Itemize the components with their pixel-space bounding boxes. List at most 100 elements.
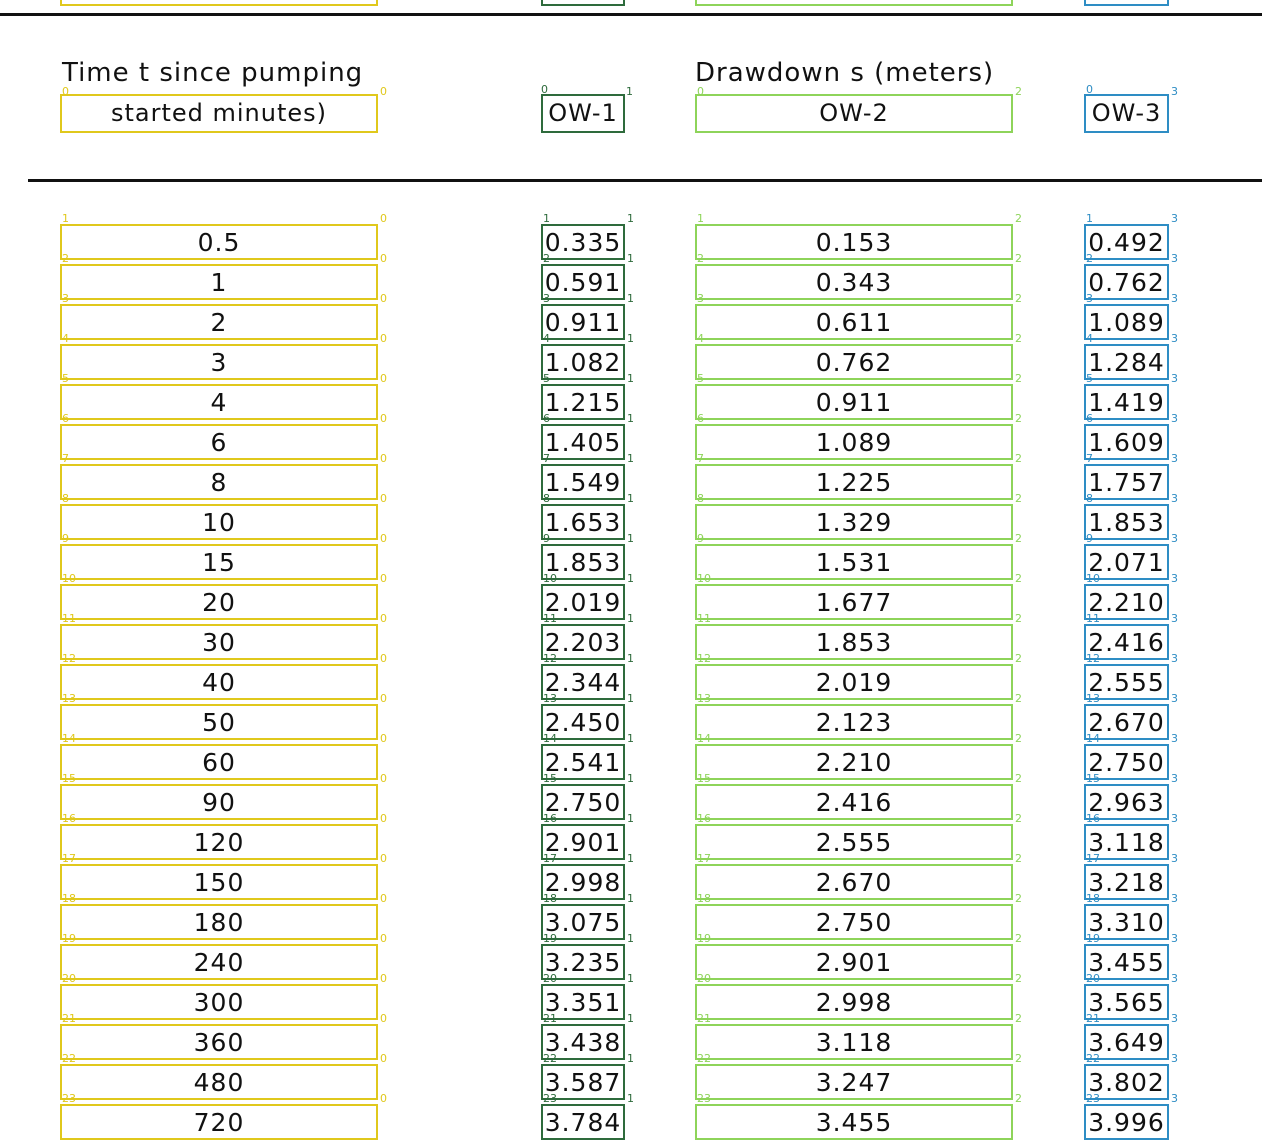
column-index-label: 1 [627, 292, 634, 305]
column-index-label: 2 [1015, 972, 1022, 985]
column-index-label: 0 [380, 1092, 387, 1105]
column-index-label: 3 [1171, 852, 1178, 865]
ow1-cell-box [541, 304, 625, 340]
column-index-label: 2 [1015, 1092, 1022, 1105]
column-index-label: 1 [627, 892, 634, 905]
column-index-label: 0 [380, 532, 387, 545]
column-index-label: 2 [1015, 932, 1022, 945]
ow3-cell-box [1084, 784, 1169, 820]
row-index-label: 19 [697, 932, 711, 945]
row-index-label: 18 [62, 892, 76, 905]
ow2-cell-box [695, 464, 1013, 500]
ow2-cell-box [695, 624, 1013, 660]
ow3-cell: 3.802 [1088, 1067, 1165, 1097]
column-index-label: 3 [1171, 292, 1178, 305]
row-index-label: 1 [62, 212, 69, 225]
column-index-label: 3 [1171, 652, 1178, 665]
column-index-label: 2 [1015, 252, 1022, 265]
ow2-cell: 3.455 [815, 1107, 893, 1137]
column-index-label: 2 [1015, 212, 1022, 225]
ow2-cell: 0.343 [815, 267, 893, 297]
column-index-label: 2 [1015, 772, 1022, 785]
row-index-label: 16 [697, 812, 711, 825]
ow1-cell: 1.853 [544, 547, 622, 577]
column-index-label: 0 [380, 692, 387, 705]
column-index-label: 3 [1171, 1012, 1178, 1025]
clipped-box-col0 [60, 0, 378, 6]
row-index-label: 15 [543, 772, 557, 785]
row-index-label: 4 [697, 332, 704, 345]
column-index-label: 2 [1015, 812, 1022, 825]
column-index-label: 0 [380, 892, 387, 905]
row-index-label: 21 [697, 1012, 711, 1025]
ow1-cell-box [541, 984, 625, 1020]
clipped-box-col2 [695, 0, 1013, 6]
time-cell-box [60, 224, 378, 260]
ow1-cell-box [541, 224, 625, 260]
time-cell: 3 [210, 347, 228, 377]
time-cell: 10 [202, 507, 236, 537]
column-index-label: 3 [1171, 692, 1178, 705]
time-cell: 8 [210, 467, 228, 497]
ow3-cell: 3.455 [1088, 947, 1165, 977]
row-index-label: 12 [543, 652, 557, 665]
column-index-label: 3 [1171, 452, 1178, 465]
ow3-cell: 3.118 [1088, 827, 1165, 857]
ow1-cell-box [541, 344, 625, 380]
column-index-label: 1 [627, 492, 634, 505]
column-index-label: 0 [380, 412, 387, 425]
column-index-label: 1 [627, 532, 634, 545]
column-index-label: 0 [380, 452, 387, 465]
ow3-cell: 1.757 [1088, 467, 1165, 497]
ow3-cell-box [1084, 904, 1169, 940]
row-index-label: 5 [543, 372, 550, 385]
time-cell-box [60, 664, 378, 700]
row-index-label: 16 [1086, 812, 1100, 825]
ow2-cell: 3.247 [815, 1067, 893, 1097]
row-index-label: 8 [1086, 492, 1093, 505]
column-index-label: 1 [627, 772, 634, 785]
ow2-cell-box [695, 744, 1013, 780]
ow2-header-box [695, 94, 1013, 133]
column-index-label: 0 [380, 292, 387, 305]
ow1-cell-box [541, 944, 625, 980]
clipped-box-col3 [1084, 0, 1169, 6]
column-index-label: 1 [627, 372, 634, 385]
ow2-cell: 2.555 [815, 827, 893, 857]
ow2-cell: 2.019 [815, 667, 893, 697]
time-cell-box [60, 944, 378, 980]
row-index-label: 2 [697, 252, 704, 265]
time-header-line2: started minutes) [110, 99, 328, 127]
ow3-cell: 1.089 [1088, 307, 1165, 337]
column-index-label: 1 [627, 972, 634, 985]
row-index-label: 6 [543, 412, 550, 425]
time-cell-box [60, 704, 378, 740]
ow2-header: OW-2 [819, 99, 889, 127]
drawdown-header: Drawdown s (meters) [695, 58, 995, 88]
ow3-cell: 2.071 [1088, 547, 1165, 577]
column-index-label: 1 [627, 572, 634, 585]
ow3-cell-box [1084, 544, 1169, 580]
column-index-label: 2 [1015, 572, 1022, 585]
column-index-label: 3 [1171, 892, 1178, 905]
time-cell: 40 [202, 667, 236, 697]
ow1-cell: 1.549 [544, 467, 622, 497]
time-cell: 180 [193, 907, 245, 937]
ow2-cell-box [695, 824, 1013, 860]
row-index-label: 20 [1086, 972, 1100, 985]
row-index-label: 13 [543, 692, 557, 705]
row-index-label: 13 [1086, 692, 1100, 705]
column-index-label: 0 [380, 812, 387, 825]
ow3-cell: 2.416 [1088, 627, 1165, 657]
time-cell: 480 [193, 1067, 245, 1097]
header-rule [28, 179, 1262, 182]
ow3-cell: 2.670 [1088, 707, 1165, 737]
row-index-label: 7 [543, 452, 550, 465]
ow2-cell-box [695, 784, 1013, 820]
time-cell-box [60, 624, 378, 660]
row-index-label: 21 [1086, 1012, 1100, 1025]
ow1-cell-box [541, 744, 625, 780]
time-cell: 90 [202, 787, 236, 817]
row-index-label: 2 [62, 252, 69, 265]
column-index-label: 3 [1171, 1052, 1178, 1065]
